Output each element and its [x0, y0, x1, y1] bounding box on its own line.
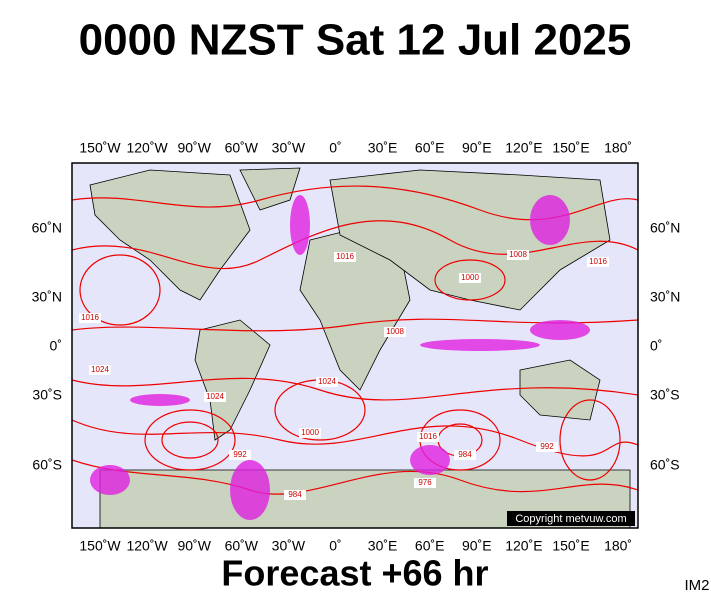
- isobar-label: 1016: [419, 432, 437, 441]
- isobar-label-bg: [299, 428, 321, 438]
- lon-label-top: 60˚W: [225, 140, 259, 156]
- lon-label-bottom: 120˚E: [505, 538, 542, 554]
- isobar-label: 1024: [206, 392, 224, 401]
- isobar-label: 1000: [301, 428, 319, 437]
- isobar-label-bg: [229, 450, 251, 460]
- isobar-label: 984: [288, 490, 302, 499]
- isobar-label: 1016: [81, 313, 99, 322]
- isobar-label-bg: [417, 432, 439, 442]
- lon-label-top: 180˚: [604, 140, 632, 156]
- isobar-label-bg: [316, 377, 338, 387]
- lon-label-top: 150˚E: [552, 140, 589, 156]
- lon-label-bottom: 180˚: [604, 538, 632, 554]
- lon-label-bottom: 60˚W: [225, 538, 259, 554]
- isobar-label-bg: [79, 313, 101, 323]
- map-area: 1016 1024 1008 1000 1008 1016 1024 1000 1016 984 9…: [72, 163, 638, 528]
- isobar-label-bg: [507, 250, 529, 260]
- lon-label-top: 90˚E: [462, 140, 492, 156]
- lon-label-bottom: 120˚W: [126, 538, 168, 554]
- isobar-label: 1016: [336, 252, 354, 261]
- lon-label-top: 150˚W: [79, 140, 121, 156]
- isobar-label-bg: [89, 365, 111, 375]
- lat-label-left: 30˚N: [32, 289, 62, 305]
- precipitation: [90, 195, 590, 520]
- isobar-label: 1016: [589, 257, 607, 266]
- lon-label-bottom: 60˚E: [415, 538, 445, 554]
- map-frame: [71, 162, 639, 529]
- isobar-label: 992: [540, 442, 554, 451]
- isobar-label-bg: [334, 252, 356, 262]
- lat-label-left: 30˚S: [32, 387, 62, 403]
- lon-label-bottom: 30˚W: [272, 538, 306, 554]
- lon-label-top: 120˚W: [126, 140, 168, 156]
- isobars: [72, 185, 638, 495]
- lat-label-right: 60˚S: [650, 457, 680, 473]
- lat-label-right: 30˚N: [650, 289, 680, 305]
- copyright: Copyright metvuw.com: [515, 513, 626, 525]
- lon-label-bottom: 30˚E: [368, 538, 398, 554]
- copyright-box: [507, 511, 635, 526]
- lon-label-top: 120˚E: [505, 140, 542, 156]
- isobar-label: 1000: [461, 273, 479, 282]
- isobar-label: 992: [233, 450, 247, 459]
- image-code: IM2: [684, 577, 709, 594]
- lon-label-top: 90˚W: [177, 140, 211, 156]
- isobar-label: 976: [418, 478, 432, 487]
- lat-label-left: 60˚S: [32, 457, 62, 473]
- lon-label-top: 30˚W: [272, 140, 306, 156]
- isobar-label-bg: [284, 490, 306, 500]
- lon-label-top: 30˚E: [368, 140, 398, 156]
- isobar-label-bg: [587, 257, 609, 267]
- isobar-label: 1024: [318, 377, 336, 386]
- lat-label-left: 0˚: [50, 338, 62, 354]
- isobar-label-bg: [454, 450, 476, 460]
- isobar-label: 984: [458, 450, 472, 459]
- lon-label-bottom: 90˚W: [177, 538, 211, 554]
- lon-label-bottom: 90˚E: [462, 538, 492, 554]
- isobar-label-bg: [204, 392, 226, 402]
- lon-label-top: 0˚: [329, 140, 341, 156]
- title: 0000 NZST Sat 12 Jul 2025: [79, 16, 632, 65]
- isobar-label: 1008: [386, 327, 404, 336]
- lat-label-right: 30˚S: [650, 387, 680, 403]
- isobar-label: 1024: [91, 365, 109, 374]
- lat-label-left: 60˚N: [32, 220, 62, 236]
- isobar-label: 1008: [509, 250, 527, 259]
- isobar-label-bg: [536, 442, 558, 452]
- lon-label-bottom: 150˚E: [552, 538, 589, 554]
- isobar-label-bg: [414, 478, 436, 488]
- isobar-labels: 1016 1024 1008 1000 1008 1016 1024 1000 1016 984 9…: [79, 250, 609, 500]
- lat-label-right: 60˚N: [650, 220, 680, 236]
- forecast-label: Forecast +66 hr: [221, 553, 488, 594]
- isobar-label-bg: [459, 273, 481, 283]
- lon-label-bottom: 150˚W: [79, 538, 121, 554]
- isobar-label-bg: [384, 327, 406, 337]
- lon-label-bottom: 0˚: [329, 538, 341, 554]
- lon-label-top: 60˚E: [415, 140, 445, 156]
- lat-label-right: 0˚: [650, 338, 662, 354]
